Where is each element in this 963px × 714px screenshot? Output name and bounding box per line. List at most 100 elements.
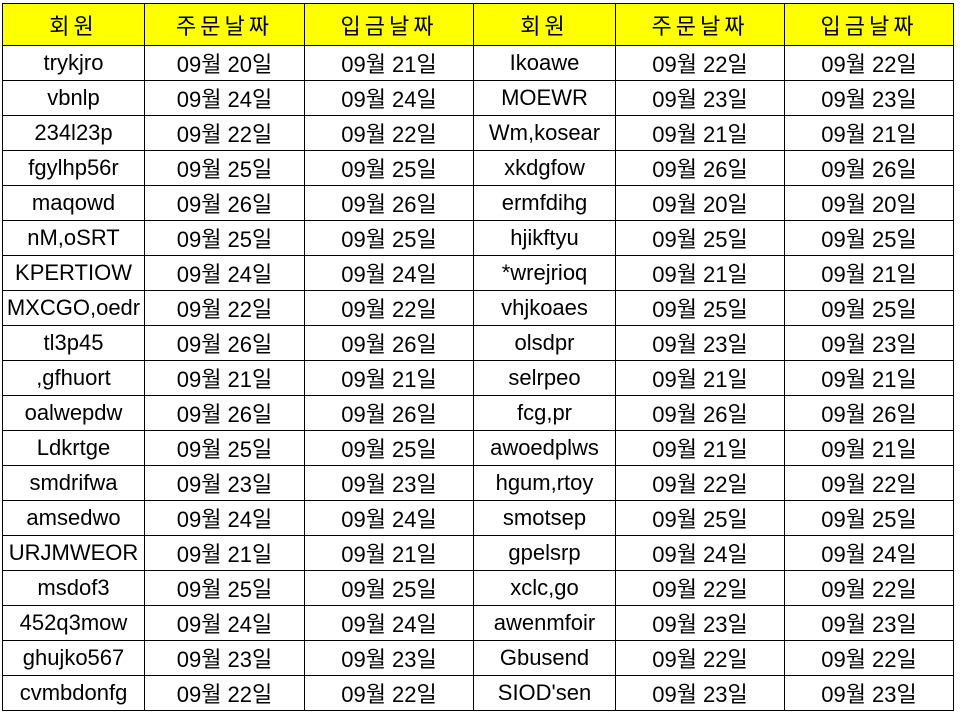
- cell-payment-date[interactable]: 09월 22일: [784, 465, 954, 501]
- header-payment-date[interactable]: 입금날짜: [304, 3, 474, 46]
- cell-member[interactable]: 452q3mow: [2, 605, 145, 641]
- cell-order-date[interactable]: 09월 21일: [615, 430, 785, 466]
- cell-member[interactable]: fgylhp56r: [2, 150, 145, 186]
- header-order-date[interactable]: 주문날짜: [615, 3, 785, 46]
- cell-order-date[interactable]: 09월 20일: [615, 185, 785, 221]
- cell-payment-date[interactable]: 09월 25일: [304, 430, 474, 466]
- cell-member[interactable]: MXCGO,oedr: [2, 290, 145, 326]
- cell-payment-date[interactable]: 09월 24일: [304, 500, 474, 536]
- cell-order-date[interactable]: 09월 24일: [144, 80, 305, 116]
- cell-order-date[interactable]: 09월 21일: [615, 115, 785, 151]
- cell-order-date[interactable]: 09월 23일: [144, 465, 305, 501]
- cell-order-date[interactable]: 09월 25일: [615, 290, 785, 326]
- cell-payment-date[interactable]: 09월 25일: [304, 150, 474, 186]
- cell-order-date[interactable]: 09월 26일: [144, 185, 305, 221]
- cell-payment-date[interactable]: 09월 26일: [304, 395, 474, 431]
- header-order-date[interactable]: 주문날짜: [144, 3, 305, 46]
- cell-member[interactable]: xkdgfow: [473, 150, 616, 186]
- cell-payment-date[interactable]: 09월 25일: [304, 220, 474, 256]
- cell-member[interactable]: smdrifwa: [2, 465, 145, 501]
- cell-order-date[interactable]: 09월 25일: [144, 220, 305, 256]
- cell-payment-date[interactable]: 09월 24일: [304, 605, 474, 641]
- cell-member[interactable]: msdof3: [2, 570, 145, 606]
- cell-member[interactable]: ermfdihg: [473, 185, 616, 221]
- cell-member[interactable]: nM,oSRT: [2, 220, 145, 256]
- cell-payment-date[interactable]: 09월 26일: [304, 185, 474, 221]
- cell-member[interactable]: ,gfhuort: [2, 360, 145, 396]
- cell-order-date[interactable]: 09월 25일: [144, 430, 305, 466]
- cell-payment-date[interactable]: 09월 23일: [784, 675, 954, 711]
- cell-payment-date[interactable]: 09월 25일: [784, 220, 954, 256]
- header-member[interactable]: 회원: [2, 3, 145, 46]
- cell-order-date[interactable]: 09월 22일: [144, 115, 305, 151]
- cell-order-date[interactable]: 09월 25일: [144, 570, 305, 606]
- cell-order-date[interactable]: 09월 26일: [144, 325, 305, 361]
- cell-order-date[interactable]: 09월 24일: [144, 500, 305, 536]
- cell-member[interactable]: Ikoawe: [473, 45, 616, 81]
- cell-payment-date[interactable]: 09월 22일: [784, 570, 954, 606]
- cell-order-date[interactable]: 09월 26일: [615, 395, 785, 431]
- cell-payment-date[interactable]: 09월 21일: [784, 360, 954, 396]
- cell-order-date[interactable]: 09월 22일: [615, 465, 785, 501]
- cell-payment-date[interactable]: 09월 22일: [784, 640, 954, 676]
- cell-member[interactable]: hgum,rtoy: [473, 465, 616, 501]
- cell-member[interactable]: *wrejrioq: [473, 255, 616, 291]
- cell-payment-date[interactable]: 09월 21일: [304, 45, 474, 81]
- cell-member[interactable]: cvmbdonfg: [2, 675, 145, 711]
- cell-member[interactable]: vhjkoaes: [473, 290, 616, 326]
- header-member[interactable]: 회원: [473, 3, 616, 46]
- cell-payment-date[interactable]: 09월 21일: [784, 115, 954, 151]
- cell-payment-date[interactable]: 09월 24일: [304, 80, 474, 116]
- cell-payment-date[interactable]: 09월 20일: [784, 185, 954, 221]
- cell-order-date[interactable]: 09월 22일: [615, 570, 785, 606]
- cell-payment-date[interactable]: 09월 23일: [784, 605, 954, 641]
- cell-payment-date[interactable]: 09월 23일: [304, 465, 474, 501]
- cell-payment-date[interactable]: 09월 21일: [784, 430, 954, 466]
- cell-order-date[interactable]: 09월 21일: [144, 360, 305, 396]
- cell-member[interactable]: maqowd: [2, 185, 145, 221]
- cell-payment-date[interactable]: 09월 22일: [784, 45, 954, 81]
- cell-order-date[interactable]: 09월 25일: [144, 150, 305, 186]
- cell-payment-date[interactable]: 09월 21일: [304, 360, 474, 396]
- cell-member[interactable]: URJMWEOR: [2, 535, 145, 571]
- cell-payment-date[interactable]: 09월 22일: [304, 675, 474, 711]
- cell-member[interactable]: MOEWR: [473, 80, 616, 116]
- cell-payment-date[interactable]: 09월 25일: [784, 500, 954, 536]
- cell-order-date[interactable]: 09월 23일: [144, 640, 305, 676]
- cell-member[interactable]: awoedplws: [473, 430, 616, 466]
- cell-payment-date[interactable]: 09월 24일: [784, 535, 954, 571]
- cell-member[interactable]: smotsep: [473, 500, 616, 536]
- cell-payment-date[interactable]: 09월 24일: [304, 255, 474, 291]
- cell-member[interactable]: xclc,go: [473, 570, 616, 606]
- cell-order-date[interactable]: 09월 23일: [615, 675, 785, 711]
- cell-order-date[interactable]: 09월 26일: [615, 150, 785, 186]
- cell-order-date[interactable]: 09월 22일: [615, 640, 785, 676]
- cell-member[interactable]: Gbusend: [473, 640, 616, 676]
- cell-member[interactable]: vbnlp: [2, 80, 145, 116]
- cell-member[interactable]: awenmfoir: [473, 605, 616, 641]
- cell-member[interactable]: olsdpr: [473, 325, 616, 361]
- cell-order-date[interactable]: 09월 21일: [144, 535, 305, 571]
- cell-member[interactable]: ghujko567: [2, 640, 145, 676]
- cell-payment-date[interactable]: 09월 21일: [784, 255, 954, 291]
- cell-payment-date[interactable]: 09월 23일: [784, 325, 954, 361]
- cell-order-date[interactable]: 09월 21일: [615, 360, 785, 396]
- cell-member[interactable]: Wm,kosear: [473, 115, 616, 151]
- cell-order-date[interactable]: 09월 24일: [144, 255, 305, 291]
- cell-order-date[interactable]: 09월 22일: [615, 45, 785, 81]
- cell-member[interactable]: fcg,pr: [473, 395, 616, 431]
- cell-order-date[interactable]: 09월 23일: [615, 605, 785, 641]
- cell-payment-date[interactable]: 09월 26일: [304, 325, 474, 361]
- cell-member[interactable]: Ldkrtge: [2, 430, 145, 466]
- cell-member[interactable]: oalwepdw: [2, 395, 145, 431]
- cell-order-date[interactable]: 09월 26일: [144, 395, 305, 431]
- cell-payment-date[interactable]: 09월 22일: [304, 290, 474, 326]
- cell-payment-date[interactable]: 09월 26일: [784, 150, 954, 186]
- cell-order-date[interactable]: 09월 25일: [615, 500, 785, 536]
- cell-payment-date[interactable]: 09월 21일: [304, 535, 474, 571]
- cell-member[interactable]: SIOD'sen: [473, 675, 616, 711]
- cell-order-date[interactable]: 09월 23일: [615, 325, 785, 361]
- cell-member[interactable]: selrpeo: [473, 360, 616, 396]
- cell-payment-date[interactable]: 09월 23일: [304, 640, 474, 676]
- cell-payment-date[interactable]: 09월 22일: [304, 115, 474, 151]
